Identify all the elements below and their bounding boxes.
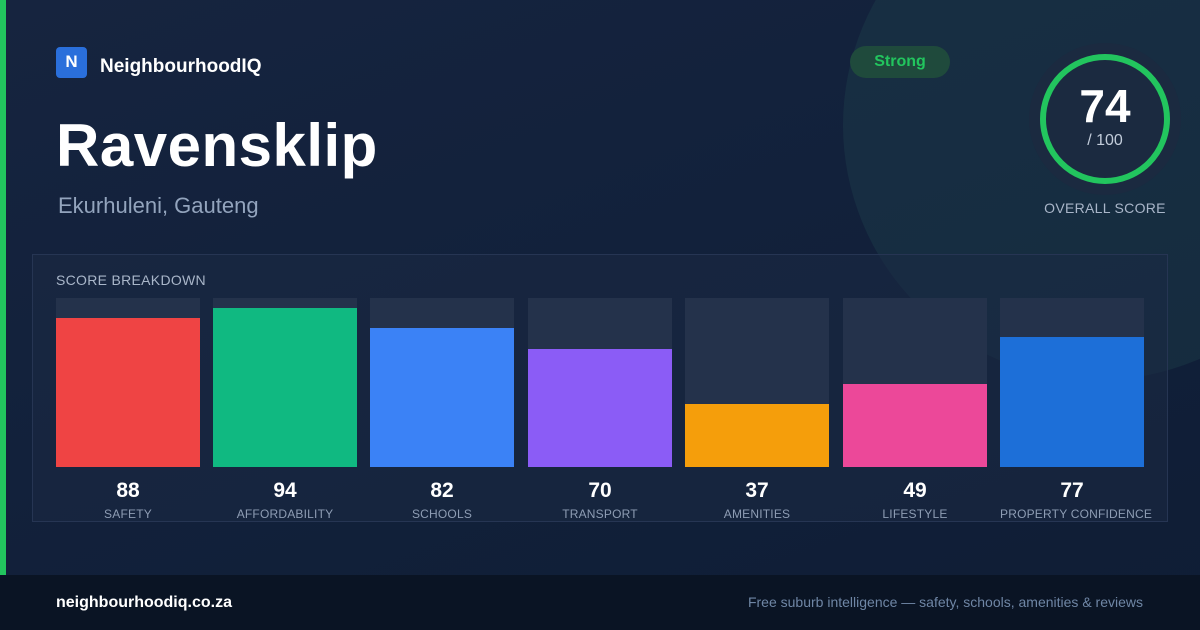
bar-value: 49 [903, 479, 927, 502]
bar-fill [370, 328, 514, 467]
footer-url-link[interactable]: neighbourhoodiq.co.za [56, 594, 232, 611]
score-bar-schools: 82 SCHOOLS [370, 298, 514, 521]
bar-track [1000, 298, 1144, 467]
bar-value: 82 [430, 479, 454, 502]
bar-value: 94 [273, 479, 297, 502]
suburb-title: Ravensklip [56, 112, 378, 179]
bar-label: AFFORDABILITY [236, 507, 334, 521]
bar-value: 88 [116, 479, 140, 502]
bar-track [528, 298, 672, 467]
bar-label: SCHOOLS [411, 507, 473, 521]
bar-label: PROPERTY CONFIDENCE [1000, 507, 1153, 521]
footer: neighbourhoodiq.co.za Free suburb intell… [0, 575, 1200, 630]
bar-fill [685, 404, 829, 467]
bar-track [685, 298, 829, 467]
bar-label: SAFETY [104, 507, 152, 521]
left-accent-stripe [0, 0, 6, 575]
score-bar-lifestyle: 49 LIFESTYLE [843, 298, 987, 521]
bar-label: TRANSPORT [562, 507, 638, 521]
footer-tagline: Free suburb intelligence — safety, schoo… [747, 594, 1143, 610]
bar-track [56, 298, 200, 467]
overall-score-value: 74 [1079, 80, 1131, 132]
overall-score-ring: 74 / 100 [1029, 43, 1181, 195]
brand[interactable]: N NeighbourhoodIQ [56, 46, 261, 78]
overall-score-label: OVERALL SCORE [1044, 200, 1166, 216]
bar-track [213, 298, 357, 467]
overall-score-max: / 100 [1087, 132, 1123, 149]
bar-track [370, 298, 514, 467]
score-ring-graphic [1029, 43, 1181, 195]
score-bar-amenities: 37 AMENITIES [685, 298, 829, 521]
score-bar-transport: 70 TRANSPORT [528, 298, 672, 521]
bar-fill [1000, 337, 1144, 467]
score-bar-safety: 88 SAFETY [56, 298, 200, 521]
brand-logo-icon: N [56, 46, 87, 78]
bar-fill [843, 384, 987, 467]
bar-value: 70 [588, 479, 612, 502]
bar-label: AMENITIES [723, 507, 791, 521]
score-bar-affordability: 94 AFFORDABILITY [213, 298, 357, 521]
brand-name: NeighbourhoodIQ [100, 56, 262, 77]
bar-fill [56, 318, 200, 467]
bar-label: LIFESTYLE [882, 507, 948, 521]
bar-track [843, 298, 987, 467]
score-bar-property-confidence: 77 PROPERTY CONFIDENCE [1000, 298, 1153, 521]
bar-value: 37 [745, 479, 769, 502]
score-breakdown-panel: SCORE BREAKDOWN 88 SAFETY 94 AFFORDABILITY 8… [32, 254, 1168, 522]
suburb-location: Ekurhuleni, Gauteng [58, 193, 259, 218]
breakdown-title: SCORE BREAKDOWN [56, 272, 206, 288]
bar-fill [528, 349, 672, 467]
bar-value: 77 [1060, 479, 1084, 502]
rating-badge: Strong [850, 46, 950, 78]
bar-fill [213, 308, 357, 467]
